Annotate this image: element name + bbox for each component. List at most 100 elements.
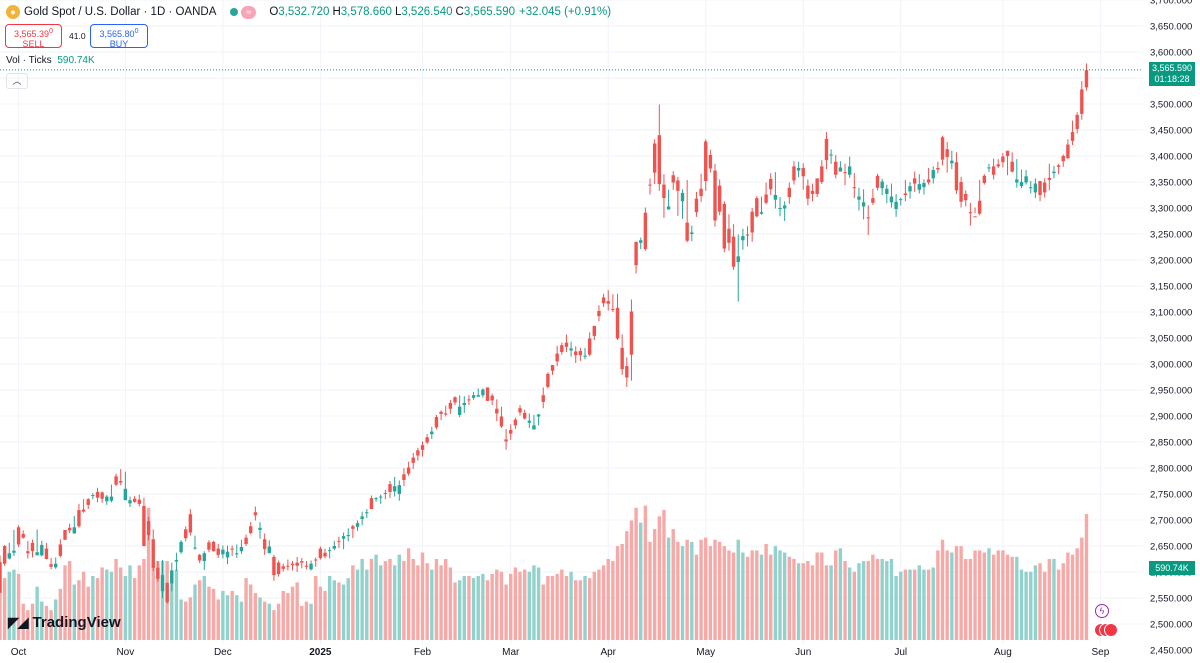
candle-body[interactable] (917, 184, 922, 190)
candle-body[interactable] (109, 496, 114, 501)
candle-body[interactable] (1029, 187, 1033, 189)
candle-body[interactable] (170, 570, 174, 584)
candle-body[interactable] (1084, 70, 1089, 88)
candle-body[interactable] (184, 529, 188, 539)
candle-body[interactable] (787, 187, 792, 198)
candle-body[interactable] (58, 544, 63, 556)
data-delay-badge[interactable]: ≈ (241, 5, 257, 19)
candle-body[interactable] (954, 162, 959, 191)
candle-body[interactable] (652, 143, 657, 173)
candle-body[interactable] (295, 562, 299, 566)
candle-body[interactable] (160, 575, 165, 592)
candle-body[interactable] (137, 499, 141, 504)
candle-body[interactable] (346, 535, 350, 537)
candle-body[interactable] (1001, 156, 1005, 163)
candle-body[interactable] (197, 554, 202, 561)
candle-body[interactable] (476, 395, 480, 397)
candle-body[interactable] (105, 496, 109, 502)
candle-body[interactable] (931, 170, 935, 179)
candle-body[interactable] (903, 193, 908, 195)
candle-body[interactable] (439, 411, 443, 414)
symbol-title[interactable]: Gold Spot / U.S. Dollar · 1D · OANDA (24, 6, 217, 18)
candle-body[interactable] (620, 347, 624, 370)
candle-body[interactable] (857, 196, 861, 200)
candle-body[interactable] (467, 399, 471, 401)
candle-body[interactable] (1005, 150, 1010, 156)
candle-body[interactable] (587, 338, 592, 355)
candle-body[interactable] (300, 561, 304, 563)
candle-body[interactable] (583, 355, 587, 357)
candle-body[interactable] (871, 198, 875, 203)
candle-body[interactable] (680, 192, 685, 202)
candle-body[interactable] (750, 211, 754, 233)
candle-body[interactable] (165, 582, 169, 603)
candle-body[interactable] (569, 348, 573, 351)
candle-body[interactable] (1010, 161, 1014, 172)
candle-body[interactable] (536, 414, 541, 417)
candle-body[interactable] (671, 175, 675, 183)
candle-body[interactable] (142, 505, 146, 546)
candle-body[interactable] (30, 542, 35, 552)
candle-body[interactable] (666, 206, 671, 210)
candle-body[interactable] (114, 476, 118, 485)
candle-body[interactable] (156, 567, 160, 579)
candle-body[interactable] (578, 351, 583, 356)
candle-body[interactable] (796, 167, 801, 171)
candle-body[interactable] (792, 166, 796, 181)
candle-body[interactable] (875, 175, 880, 188)
candle-body[interactable] (908, 186, 912, 192)
candle-body[interactable] (490, 395, 494, 401)
candle-body[interactable] (964, 193, 968, 201)
candle-body[interactable] (286, 565, 290, 567)
candle-body[interactable] (560, 345, 564, 353)
candle-body[interactable] (151, 539, 155, 568)
candle-body[interactable] (899, 199, 903, 201)
candle-body[interactable] (388, 484, 392, 492)
candle-body[interactable] (996, 164, 1000, 167)
candle-body[interactable] (1019, 182, 1024, 187)
candle-body[interactable] (323, 552, 327, 557)
candle-body[interactable] (509, 430, 513, 434)
candle-body[interactable] (950, 160, 954, 164)
candle-body[interactable] (806, 185, 810, 199)
candle-body[interactable] (1056, 165, 1061, 167)
candle-body[interactable] (258, 527, 262, 530)
candle-body[interactable] (634, 241, 638, 266)
candle-body[interactable] (309, 563, 313, 570)
candle-body[interactable] (128, 500, 132, 504)
candle-body[interactable] (820, 166, 824, 182)
flash-icon[interactable]: ϟ (1095, 604, 1109, 618)
candle-body[interactable] (741, 236, 745, 241)
candle-body[interactable] (513, 419, 518, 426)
candle-body[interactable] (838, 167, 843, 172)
candle-body[interactable] (829, 154, 833, 156)
candle-body[interactable] (1047, 177, 1052, 180)
candle-body[interactable] (471, 395, 476, 398)
candle-body[interactable] (959, 182, 963, 202)
candle-body[interactable] (885, 188, 889, 194)
chevron-up-icon[interactable]: ︿ (6, 73, 28, 89)
candle-body[interactable] (1015, 179, 1019, 183)
candle-body[interactable] (936, 167, 940, 170)
candle-body[interactable] (764, 194, 768, 203)
candle-body[interactable] (239, 547, 244, 552)
candle-body[interactable] (416, 450, 420, 456)
candle-body[interactable] (123, 488, 128, 501)
candle-body[interactable] (527, 420, 532, 423)
candle-body[interactable] (26, 551, 30, 554)
candle-body[interactable] (207, 542, 211, 550)
candle-body[interactable] (852, 187, 857, 189)
candle-body[interactable] (327, 550, 332, 552)
candle-body[interactable] (727, 228, 731, 243)
candle-body[interactable] (397, 485, 401, 494)
candle-body[interactable] (12, 550, 16, 553)
candle-body[interactable] (276, 562, 281, 575)
candle-body[interactable] (179, 541, 183, 553)
candle-body[interactable] (1080, 89, 1084, 114)
candle-body[interactable] (351, 526, 355, 529)
candle-body[interactable] (462, 403, 466, 406)
candle-body[interactable] (119, 481, 123, 483)
candle-body[interactable] (574, 351, 578, 356)
candle-body[interactable] (430, 431, 434, 435)
